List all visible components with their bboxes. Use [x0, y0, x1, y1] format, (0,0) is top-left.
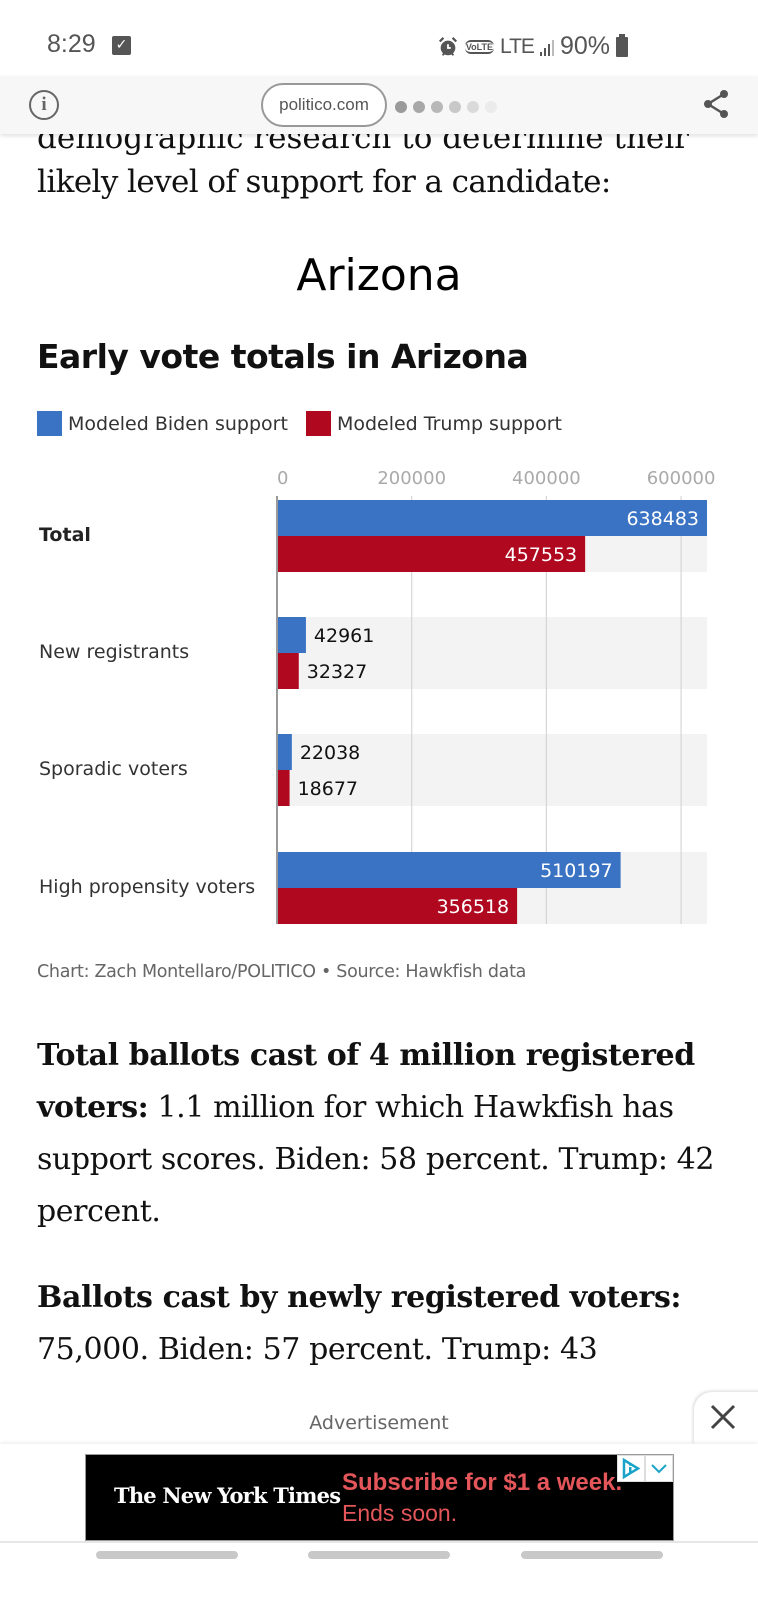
chevron-down-icon[interactable]	[645, 1455, 673, 1482]
bar-trump	[277, 653, 299, 689]
legend-label-trump: Modeled Trump support	[336, 412, 562, 435]
data-label: 510197	[540, 860, 613, 882]
nav-indicator	[308, 1551, 450, 1559]
chart-legend: Modeled Biden support Modeled Trump supp…	[37, 411, 580, 436]
chart-title: Early vote totals in Arizona	[37, 337, 529, 376]
ad-subline: Ends soon.	[342, 1500, 458, 1526]
category-label: Sporadic voters	[39, 758, 188, 780]
x-tick-label: 0	[277, 468, 288, 489]
data-label: 22038	[300, 742, 360, 764]
checkbox-notification-icon: ✓	[112, 36, 131, 55]
data-label: 42961	[314, 625, 374, 647]
data-label: 457553	[505, 544, 578, 566]
bar-biden	[277, 734, 292, 770]
article-text-partial: demographic research to determine their	[37, 120, 689, 156]
x-tick-label: 400000	[512, 468, 581, 489]
ad-banner[interactable]: The New York Times Subscribe for $1 a we…	[85, 1454, 674, 1541]
nav-indicator	[521, 1551, 663, 1559]
bar-biden	[277, 617, 306, 653]
bar-biden	[277, 500, 707, 536]
ad-label: Advertisement	[309, 1412, 449, 1434]
legend-item-trump: Modeled Trump support	[305, 411, 562, 436]
status-bar: 8:29 ✓ VoLTE LTE 90%	[0, 0, 758, 76]
tab-dot	[449, 101, 461, 113]
paragraph-lead: Total ballots cast of 4 million register…	[37, 1038, 695, 1125]
article-paragraph: Ballots cast by newly registered voters:…	[37, 1272, 727, 1376]
legend-swatch-biden	[37, 411, 62, 436]
data-label: 638483	[626, 508, 699, 530]
chart-credit: Chart: Zach Montellaro/POLITICO • Source…	[37, 962, 527, 982]
info-icon[interactable]: i	[29, 90, 59, 120]
category-label: New registrants	[39, 641, 190, 663]
data-label: 356518	[437, 896, 510, 918]
divider	[0, 1541, 758, 1543]
article-text: likely level of support for a candidate:	[37, 164, 611, 200]
legend-swatch-trump	[305, 411, 331, 436]
battery-percent: 90%	[559, 32, 610, 60]
adchoices[interactable]	[617, 1455, 673, 1482]
tab-dot	[413, 101, 425, 113]
paragraph-lead: Ballots cast by newly registered voters:	[37, 1280, 682, 1315]
bar-trump	[277, 888, 518, 924]
status-time: 8:29	[47, 30, 96, 58]
close-icon[interactable]	[708, 1402, 738, 1432]
section-heading: Arizona	[296, 250, 462, 301]
data-label: 18677	[298, 778, 358, 800]
legend-item-biden: Modeled Biden support	[37, 411, 288, 436]
url-bar[interactable]: politico.com	[261, 83, 387, 127]
alarm-icon	[438, 36, 457, 56]
category-band	[277, 734, 707, 806]
bar-chart: 0 200000 400000 600000 638483 457553 42961 3232…	[0, 460, 758, 940]
share-icon[interactable]	[700, 88, 732, 120]
tab-dot	[395, 101, 407, 113]
x-tick-label: 600000	[647, 468, 716, 489]
network-type: LTE	[499, 34, 535, 58]
adchoices-icon[interactable]	[617, 1455, 645, 1482]
tab-indicator[interactable]	[395, 101, 497, 113]
category-label: Total	[39, 524, 91, 546]
status-icons: VoLTE LTE 90%	[437, 32, 628, 61]
bar-trump	[277, 770, 290, 806]
category-label: High propensity voters	[39, 876, 256, 898]
ad-brand-logo: The New York Times	[114, 1483, 341, 1508]
bar-biden	[277, 852, 621, 888]
paragraph-body: 75,000. Biden: 57 percent. Trump: 43	[37, 1332, 598, 1367]
tab-dot	[431, 101, 443, 113]
x-tick-label: 200000	[377, 468, 446, 489]
volte-icon: VoLTE	[464, 39, 494, 54]
article-paragraph: Total ballots cast of 4 million register…	[37, 1030, 727, 1238]
data-label: 32327	[307, 661, 367, 683]
browser-toolbar: i politico.com	[0, 76, 758, 134]
signal-icon	[539, 38, 554, 56]
tab-dot	[467, 101, 479, 113]
paragraph-body: 1.1 million for which Hawkfish has suppo…	[37, 1090, 715, 1229]
tab-dot	[485, 101, 497, 113]
chart-svg: 0 200000 400000 600000 638483 457553 42961 3232…	[276, 468, 716, 924]
category-band	[277, 617, 707, 689]
battery-icon	[616, 33, 628, 57]
nav-indicator	[96, 1551, 238, 1559]
legend-label-biden: Modeled Biden support	[68, 412, 288, 435]
bar-trump	[277, 536, 586, 572]
ad-headline: Subscribe for $1 a week.	[342, 1469, 623, 1496]
